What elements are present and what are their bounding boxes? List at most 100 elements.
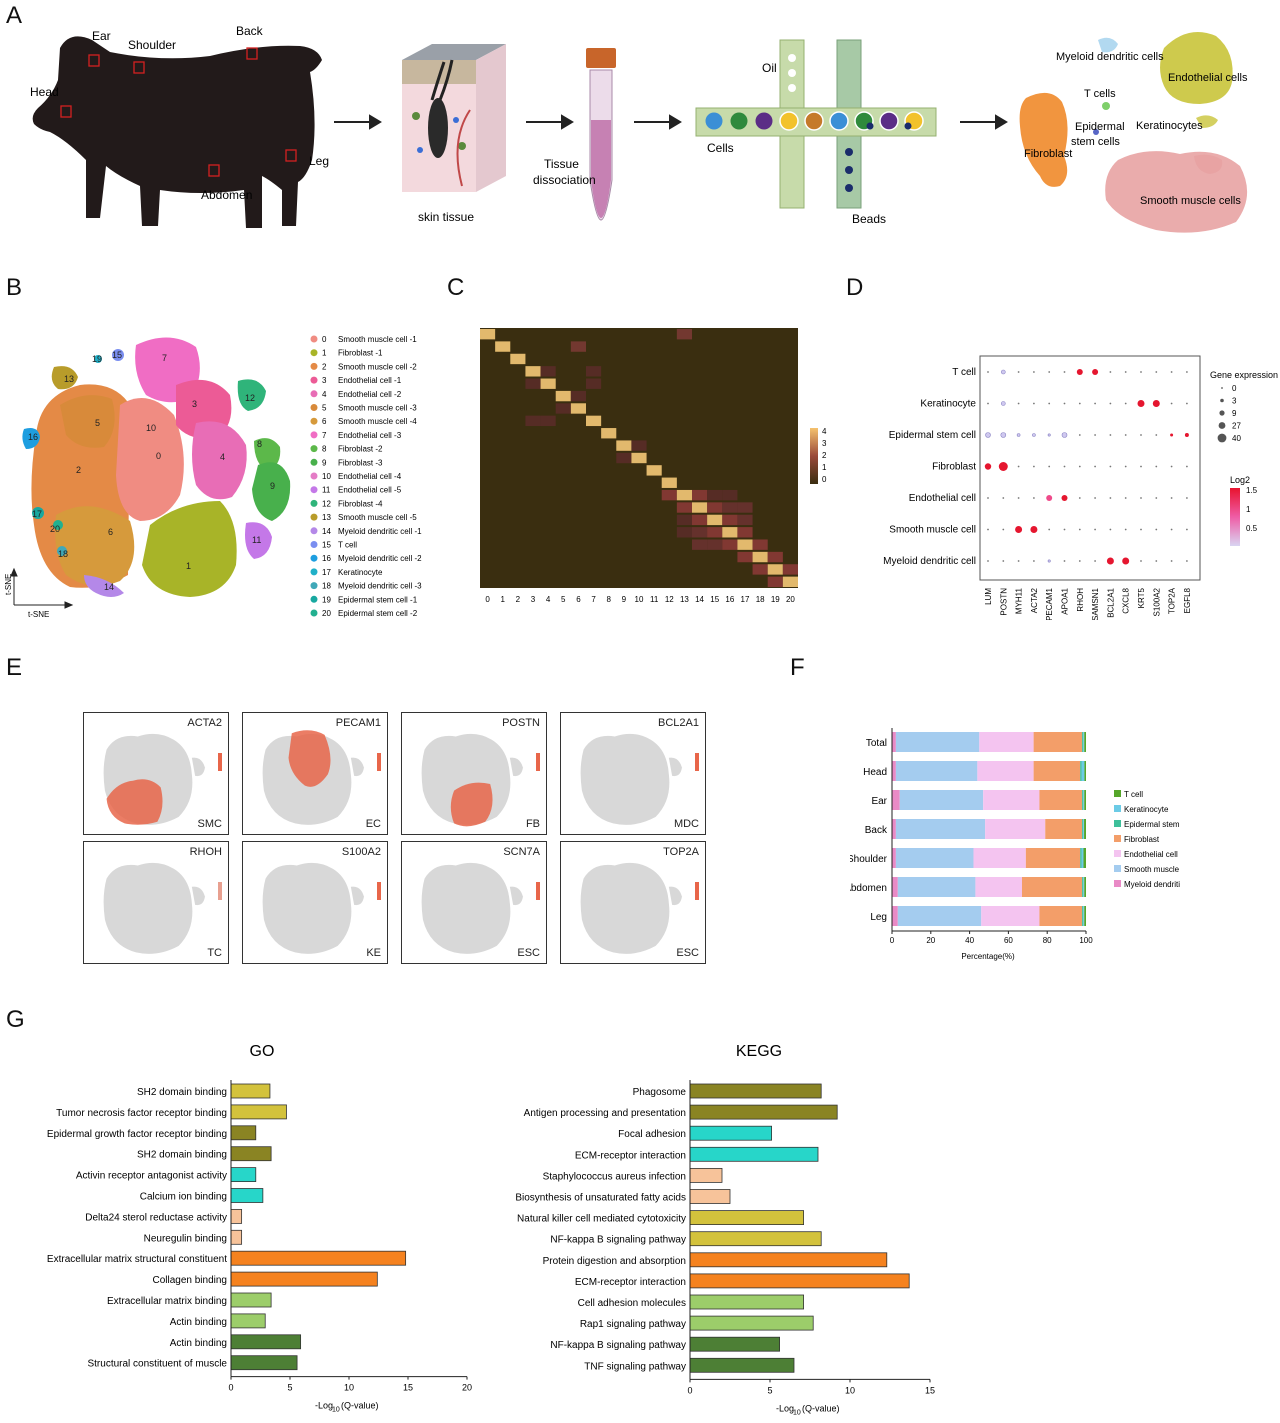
feature-plot-cells — [580, 862, 682, 954]
dotplot-dot — [1186, 497, 1188, 499]
tsne-legend-label: Myeloid dendritic cell -3 — [338, 582, 422, 591]
dotplot-dot — [1184, 433, 1189, 437]
dotplot-dot — [1109, 497, 1112, 499]
heatmap-scale-tick: 4 — [822, 427, 827, 436]
tsne-legend-id: 6 — [322, 417, 327, 426]
composition-segment — [1082, 877, 1084, 897]
size-legend: 0 3 9 27 40 — [1217, 384, 1241, 443]
composition-segment — [1083, 848, 1086, 868]
region-box-ear — [88, 54, 100, 67]
composition-category: Total — [866, 738, 887, 749]
heatmap-cell — [616, 452, 632, 464]
dotplot-dot — [1017, 497, 1020, 499]
heatmap-x-tick: 11 — [650, 595, 659, 604]
tsne-legend-id: 5 — [322, 404, 327, 413]
composition-segment — [1083, 790, 1085, 810]
dotplot-dot — [1078, 434, 1081, 436]
composition-legend-swatch — [1114, 880, 1121, 887]
heatmap-scale-tick: 3 — [822, 439, 827, 448]
enrichment-category: Extracellular matrix binding — [107, 1296, 227, 1307]
enrichment-category: SH2 domain binding — [137, 1087, 227, 1098]
feature-plot-cells — [262, 730, 364, 825]
composition-segment — [892, 790, 900, 810]
composition-legend-label: Smooth muscle cell — [1124, 865, 1180, 874]
composition-segment — [1083, 819, 1085, 839]
tsne-legend-id: 20 — [322, 609, 331, 618]
dotplot-dot — [1186, 402, 1188, 405]
tsne-legend-label: Smooth muscle cell -1 — [338, 335, 417, 344]
size-legend-title: Gene expression — [1210, 370, 1278, 380]
dotplot-dot — [1000, 432, 1007, 438]
dotplot-dot — [1109, 402, 1112, 405]
panel-label-d: D — [846, 274, 864, 301]
dotplot-dot — [1170, 433, 1174, 437]
dotplot-dot — [1094, 560, 1096, 562]
dotplot-dot — [1094, 434, 1096, 436]
tsne-legend-swatch — [310, 486, 318, 494]
tsne-legend-swatch — [310, 499, 318, 507]
composition-segment — [1084, 906, 1086, 926]
composition-legend-label: Endothelial cell — [1124, 850, 1178, 859]
tsne-legend-swatch — [310, 472, 318, 480]
composition-bars: Total Head Ear Back Shoulder Abdomen Leg — [850, 732, 1086, 926]
dotplot-col-label: ACTA2 — [1030, 587, 1039, 613]
heatmap-cell — [752, 564, 768, 575]
dotplot-dot — [1155, 465, 1158, 468]
composition-segment — [1084, 819, 1086, 839]
heatmap-cell — [676, 527, 692, 538]
heatmap-cell — [555, 403, 571, 414]
composition-segment — [983, 790, 1040, 810]
region-label-leg: Leg — [309, 154, 329, 168]
heatmap-x-tick: 18 — [756, 595, 765, 604]
skin-tissue-illustration — [402, 44, 506, 192]
composition-segment — [897, 906, 982, 926]
feature-plot-canvas — [262, 730, 381, 825]
feature-plot-bg-cells — [668, 886, 682, 906]
composition-legend-label: Keratinocyte — [1124, 805, 1169, 814]
enrichment-category: NF-kappa B signaling pathway — [550, 1340, 686, 1351]
dotplot-dot — [1122, 557, 1130, 565]
dotplot-col-label: KRT5 — [1137, 587, 1146, 608]
enrichment-tick-label: 15 — [403, 1383, 413, 1393]
feature-plot-highlight — [288, 730, 331, 787]
tsne-num: 3 — [192, 399, 197, 409]
feature-type-label: TC — [207, 947, 222, 959]
composition-category: Ear — [871, 796, 887, 807]
tsne-legend-swatch — [310, 458, 318, 466]
dotplot-dot — [1186, 465, 1188, 468]
heatmap-cell — [722, 514, 738, 526]
feature-plot-canvas — [421, 733, 540, 827]
enrichment-bar — [689, 1336, 780, 1352]
dotplot-row-label: Smooth muscle cell — [889, 525, 976, 536]
dotplot-dot — [1063, 560, 1066, 562]
heatmap-x-ticks: 0 1 2 3 4 5 6 7 8 9 10 11 12 13 14 15 16 17 18 19 20 — [485, 595, 795, 604]
dotplot-dot — [1140, 528, 1142, 531]
heatmap-x-tick: 15 — [710, 595, 719, 604]
tsne-legend-id: 12 — [322, 499, 331, 508]
enrichment-bar — [230, 1355, 298, 1371]
heatmap-cell — [540, 415, 556, 427]
composition-segment — [981, 906, 1040, 926]
heatmap-x-tick: 13 — [680, 595, 689, 604]
feature-plot-bg-cells — [350, 886, 364, 906]
heatmap-cell — [707, 502, 723, 513]
heatmap-cell — [525, 366, 541, 377]
heatmap-cell — [540, 366, 556, 377]
enrichment-tick-label: 0 — [687, 1385, 692, 1395]
heatmap-x-tick: 10 — [635, 595, 644, 604]
composition-tick-label: 80 — [1043, 936, 1052, 945]
feature-plot-bg-cells — [668, 757, 682, 777]
feature-plot-bg-cells — [191, 886, 205, 906]
tsne-y-label: t-SNE — [4, 574, 13, 595]
enrichment-x-label-tail: (Q-value) — [341, 1401, 379, 1411]
tsne-legend-swatch — [310, 445, 318, 453]
tsne-legend-label: Keratinocyte — [338, 568, 383, 577]
composition-legend-label: T cell — [1124, 790, 1143, 799]
dotplot-dot — [1155, 371, 1158, 373]
heatmap-x-tick: 14 — [695, 595, 704, 604]
dotplot-dot — [1047, 559, 1051, 563]
heatmap-cell — [616, 440, 632, 451]
feature-type-label: KE — [366, 947, 381, 959]
composition-segment — [892, 819, 896, 839]
dotplot-dot — [1140, 497, 1142, 499]
